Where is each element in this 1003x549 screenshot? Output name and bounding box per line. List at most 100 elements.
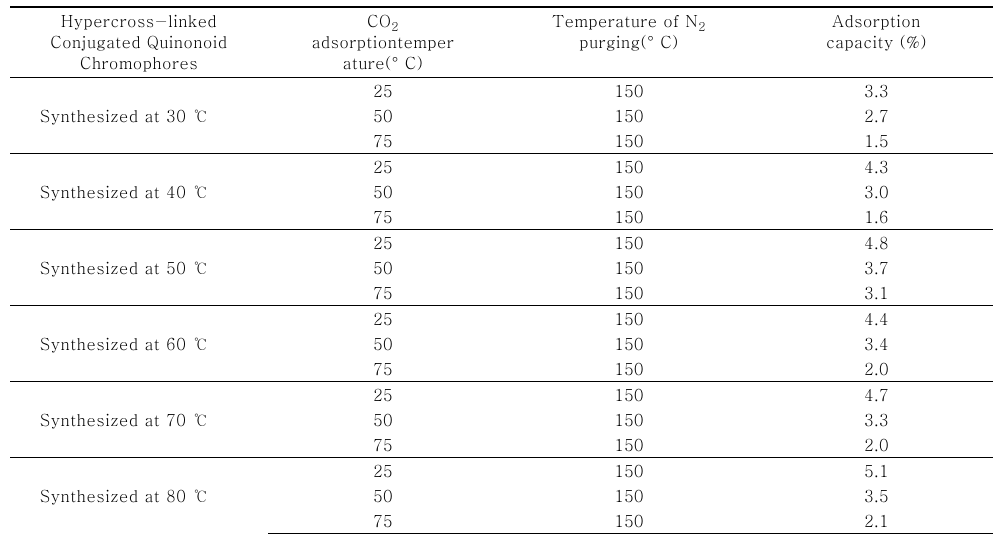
- table-row: Synthesized at 60 ℃251504.4: [10, 306, 993, 332]
- cell-value: 150: [614, 459, 644, 482]
- group-label: Synthesized at 70 ℃: [10, 382, 268, 458]
- cell-purge: 150: [498, 508, 760, 534]
- group-label: Synthesized at 80 ℃: [10, 458, 268, 534]
- group-label-text: Synthesized at 60 ℃: [40, 332, 209, 355]
- col-header-co2-line2: adsorptiontemper: [312, 30, 455, 53]
- cell-co2temp: 25: [268, 230, 498, 256]
- cell-value: 75: [373, 205, 393, 228]
- table-row: Synthesized at 40 ℃251504.3: [10, 154, 993, 180]
- cell-value: 25: [373, 459, 393, 482]
- group-label-text: Synthesized at 80 ℃: [40, 484, 209, 507]
- cell-purge: 150: [498, 78, 760, 104]
- cell-value: 3.3: [864, 408, 889, 431]
- cell-cap: 3.1: [760, 280, 993, 306]
- cell-value: 3.4: [864, 332, 889, 355]
- col-header-material-line1: Hypercross−linked: [61, 9, 217, 32]
- cell-co2temp: 25: [268, 382, 498, 408]
- cell-value: 75: [373, 433, 393, 456]
- cell-purge: 150: [498, 407, 760, 432]
- cell-purge: 150: [498, 255, 760, 280]
- cell-cap: 5.1: [760, 458, 993, 484]
- cell-value: 150: [614, 484, 644, 507]
- cell-co2temp: 25: [268, 306, 498, 332]
- cell-cap: 2.7: [760, 103, 993, 128]
- group-label: Synthesized at 50 ℃: [10, 230, 268, 306]
- cell-value: 2.7: [864, 104, 889, 127]
- cell-cap: 2.1: [760, 508, 993, 534]
- cell-value: 4.4: [864, 307, 889, 330]
- cell-value: 3.0: [864, 180, 889, 203]
- group-label-text: Synthesized at 50 ℃: [40, 256, 209, 279]
- cell-purge: 150: [498, 306, 760, 332]
- cell-co2temp: 25: [268, 78, 498, 104]
- cell-co2temp: 75: [268, 356, 498, 382]
- cell-purge: 150: [498, 356, 760, 382]
- group-label: Synthesized at 60 ℃: [10, 306, 268, 382]
- cell-value: 150: [614, 357, 644, 380]
- cell-value: 150: [614, 104, 644, 127]
- cell-value: 75: [373, 357, 393, 380]
- cell-purge: 150: [498, 154, 760, 180]
- cell-cap: 1.5: [760, 128, 993, 154]
- cell-value: 150: [614, 433, 644, 456]
- cell-value: 25: [373, 307, 393, 330]
- cell-value: 50: [373, 256, 393, 279]
- cell-cap: 2.0: [760, 356, 993, 382]
- table-row: Synthesized at 70 ℃251504.7: [10, 382, 993, 408]
- cell-purge: 150: [498, 230, 760, 256]
- cell-value: 50: [373, 180, 393, 203]
- cell-co2temp: 75: [268, 204, 498, 230]
- cell-value: 4.8: [864, 231, 889, 254]
- cell-purge: 150: [498, 280, 760, 306]
- cell-co2temp: 50: [268, 483, 498, 508]
- col-header-purge-line2: purging(° C): [579, 30, 678, 53]
- cell-purge: 150: [498, 179, 760, 204]
- cell-value: 150: [614, 509, 644, 532]
- col-header-purge-line1: Temperature of N2: [552, 9, 706, 32]
- cell-value: 4.3: [864, 155, 889, 178]
- group-label: Synthesized at 30 ℃: [10, 78, 268, 154]
- cell-co2temp: 50: [268, 407, 498, 432]
- cell-value: 150: [614, 256, 644, 279]
- group-label-text: Synthesized at 40 ℃: [40, 180, 209, 203]
- cell-value: 150: [614, 180, 644, 203]
- cell-value: 150: [614, 383, 644, 406]
- cell-value: 5.1: [864, 459, 889, 482]
- cell-value: 150: [614, 281, 644, 304]
- group-label-text: Synthesized at 70 ℃: [40, 408, 209, 431]
- cell-value: 3.5: [864, 484, 889, 507]
- cell-value: 50: [373, 484, 393, 507]
- cell-value: 75: [373, 281, 393, 304]
- cell-value: 150: [614, 332, 644, 355]
- cell-co2temp: 50: [268, 255, 498, 280]
- table-header: Hypercross−linked Conjugated Quinonoid C…: [10, 7, 993, 78]
- cell-value: 150: [614, 155, 644, 178]
- cell-co2temp: 25: [268, 458, 498, 484]
- cell-co2temp: 75: [268, 128, 498, 154]
- cell-cap: 4.7: [760, 382, 993, 408]
- cell-value: 50: [373, 332, 393, 355]
- table-row: Synthesized at 80 ℃251505.1: [10, 458, 993, 484]
- table-row: Synthesized at 50 ℃251504.8: [10, 230, 993, 256]
- cell-value: 75: [373, 129, 393, 152]
- cell-value: 2.1: [864, 509, 889, 532]
- cell-cap: 4.4: [760, 306, 993, 332]
- col-header-material-line3: Chromophores: [80, 51, 198, 74]
- cell-value: 1.5: [864, 129, 889, 152]
- col-header-cap: Adsorption capacity (%): [760, 7, 993, 78]
- cell-co2temp: 75: [268, 432, 498, 458]
- col-header-material: Hypercross−linked Conjugated Quinonoid C…: [10, 7, 268, 78]
- cell-co2temp: 25: [268, 154, 498, 180]
- cell-co2temp: 75: [268, 508, 498, 534]
- adsorption-table: Hypercross−linked Conjugated Quinonoid C…: [10, 6, 993, 534]
- cell-value: 3.1: [864, 281, 889, 304]
- cell-purge: 150: [498, 382, 760, 408]
- group-label-text: Synthesized at 30 ℃: [40, 104, 209, 127]
- col-header-co2-line3: ature(° C): [343, 51, 423, 74]
- cell-value: 25: [373, 383, 393, 406]
- cell-cap: 3.4: [760, 331, 993, 356]
- cell-value: 150: [614, 408, 644, 431]
- table-row: Synthesized at 30 ℃251503.3: [10, 78, 993, 104]
- cell-cap: 4.3: [760, 154, 993, 180]
- col-header-material-line2: Conjugated Quinonoid: [50, 30, 227, 53]
